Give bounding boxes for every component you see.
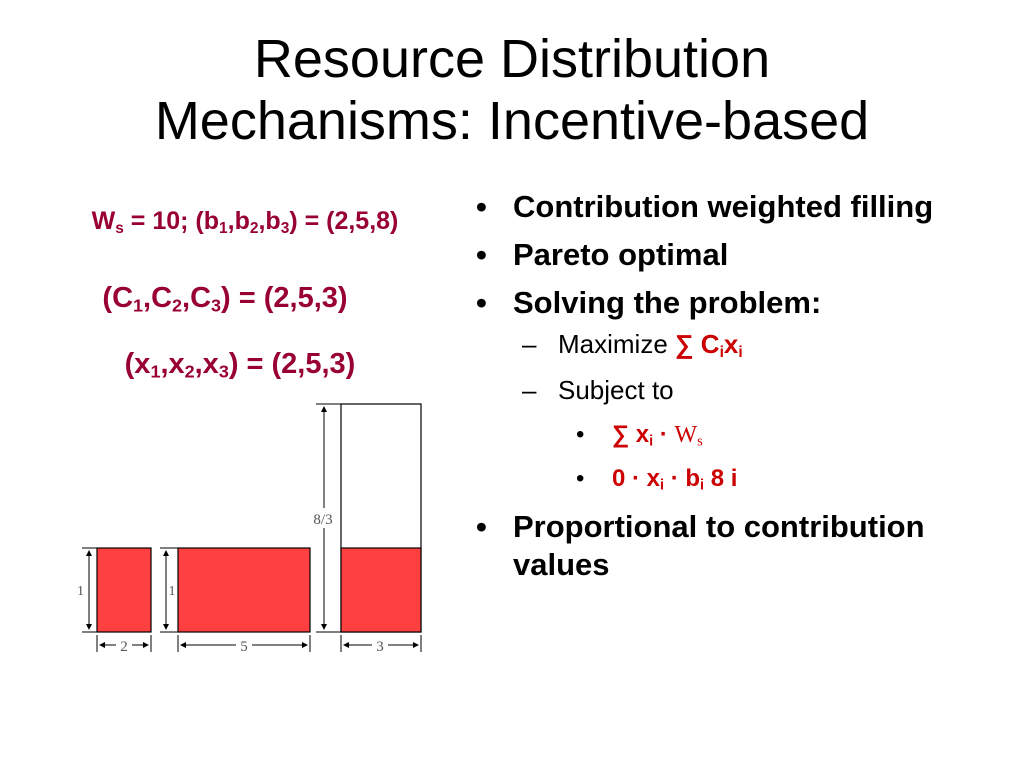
constraint-bounds: • 0 · xi · bi 8 i [470,464,1010,494]
box3-total-label: 8/3 [313,512,332,528]
eq3-s3: 3 [218,361,229,382]
eq2-a: (C [102,282,134,314]
eq3-end: ) = (2,5,3) [228,348,356,380]
eq3-s2: 2 [184,361,195,382]
c2-c: 8 i [704,465,738,492]
eq2-s3: 3 [211,295,222,316]
bullet-text: Proportional to contribution values [513,509,925,582]
eq1-a: = 10; (b [123,207,219,235]
title-line-1: Resource Distribution [253,29,771,89]
bullet-list: • Contribution weighted filling • Pareto… [470,188,1010,594]
box2-fill [177,547,311,633]
dash-marker: – [522,329,537,359]
c2-b: · b [664,465,701,492]
eq3-c1: ,x [160,348,185,380]
eq3-a: (x [124,348,151,380]
c1-op: · [653,421,675,448]
eq2-end: ) = (2,5,3) [221,282,348,314]
eq1-c2: ,b [258,207,281,235]
box2-height-label: 1 [169,584,176,599]
bullet-solving: • Solving the problem: [470,284,1010,322]
bullet-text: Contribution weighted filling [513,189,934,224]
c1-x: x [635,421,650,448]
sum-symbol: ∑ [612,421,636,448]
bullet-text: Solving the problem: [513,285,822,320]
equation-x: (x1,x2,x3) = (2,5,3) [10,348,470,381]
dash-marker: – [522,375,537,405]
bullet-text: Pareto optimal [513,237,729,272]
eq1-end: ) = (2,5,8) [289,207,399,235]
eq2-s1: 1 [133,295,144,316]
bullet-marker: • [476,237,487,272]
eq3-c2: ,x [194,348,219,380]
box3-width-label: 3 [376,639,384,655]
c2-x-sub: i [660,477,665,494]
bullet-marker: • [476,189,487,224]
maximize-x-sub: i [738,343,743,361]
subject-to-label: Subject to [558,375,674,405]
title-line-2: Mechanisms: Incentive-based [154,91,870,151]
eq1-s3: 3 [280,219,290,237]
constraint-sum: • ∑ xi · Ws [470,420,1010,450]
maximize-x: x [723,329,739,359]
c2-b-sub: i [700,477,705,494]
eq2-c2: ,C [182,282,212,314]
sub-bullet-maximize: – Maximize ∑ Cixi [470,328,1010,360]
eq3-s1: 1 [150,361,161,382]
c1-w: W [674,422,698,448]
box1-height-label: 1 [77,584,84,599]
maximize-c-sub: i [719,343,724,361]
bullet-pareto: • Pareto optimal [470,236,1010,274]
maximize-c: C [700,329,720,359]
equation-c: (C1,C2,C3) = (2,5,3) [10,282,440,315]
bullet-marker: • [576,421,585,448]
box3-fill [340,547,422,633]
c1-x-sub: i [649,433,654,450]
box1-width-label: 2 [120,639,128,655]
eq1-w: W [91,207,116,235]
eq1-s1: 1 [219,219,228,237]
eq1-w-sub: s [115,219,124,237]
c2-a: 0 · x [612,465,661,492]
sub-bullet-subject-to: – Subject to [470,374,1010,406]
slide-title: Resource Distribution Mechanisms: Incent… [40,28,984,152]
eq2-c1: ,C [143,282,173,314]
box1-fill [96,547,152,633]
bullet-marker: • [576,465,585,492]
eq1-c1: ,b [227,207,250,235]
maximize-label: Maximize [558,329,676,359]
c1-w-sub: s [697,433,703,450]
bullet-proportional: • Proportional to contribution values [470,508,1010,584]
box2-width-label: 5 [240,639,248,655]
eq2-s2: 2 [172,295,183,316]
bullet-contribution-weighted: • Contribution weighted filling [470,188,1010,226]
bullet-marker: • [476,509,487,544]
sum-symbol: ∑ [675,329,701,359]
equation-ws-b: Ws = 10; (b1,b2,b3) = (2,5,8) [10,207,480,236]
eq1-s2: 2 [249,219,259,237]
bullet-marker: • [476,285,487,320]
